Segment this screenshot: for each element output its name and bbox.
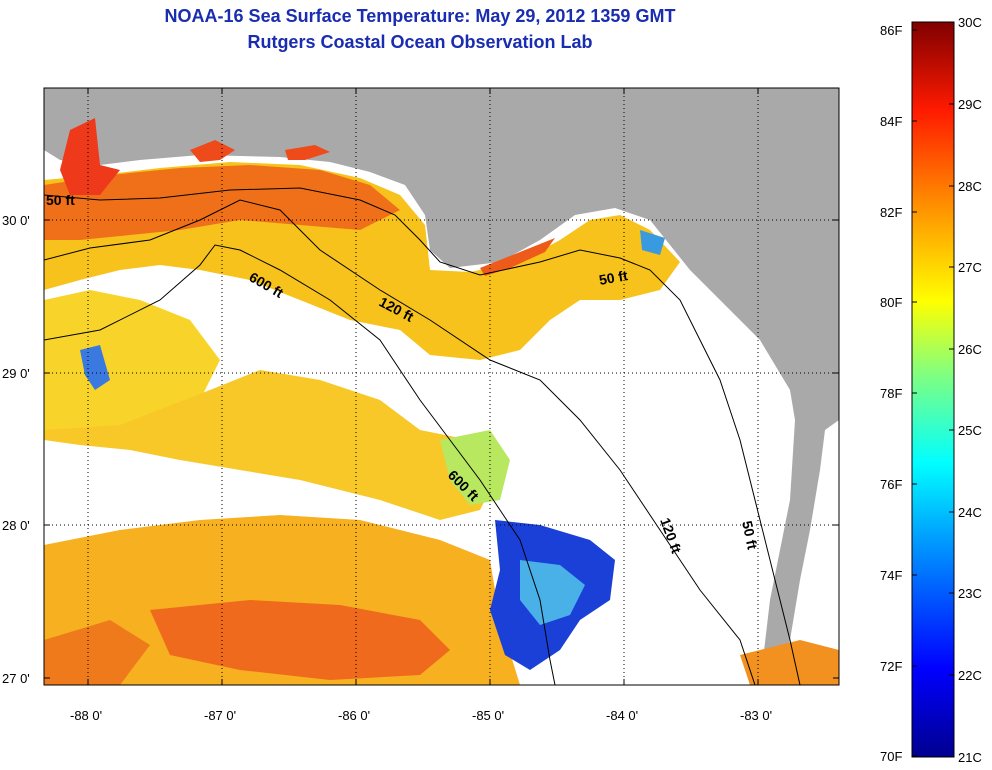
colorbar-f-label: 70F [880,749,902,764]
colorbar-c-label: 30C [958,15,982,30]
contour-label: 50 ft [598,267,629,288]
colorbar-c-label: 24C [958,505,982,520]
colorbar [911,21,955,758]
lat-label: 27 0' [2,671,30,686]
colorbar-c-label: 29C [958,97,982,112]
colorbar-c-label: 26C [958,342,982,357]
land-north [44,88,839,685]
map-frame [43,87,840,686]
colorbar-f-label: 76F [880,477,902,492]
depth-contours [44,187,801,685]
graticule [44,88,839,685]
sst-bay-2 [190,140,235,162]
lon-label: -83 0' [740,708,772,723]
sst-bay-3 [285,145,330,160]
lat-label: 29 0' [2,366,30,381]
axis-ticks [44,88,839,685]
chart-subtitle: Rutgers Coastal Ocean Observation Lab [247,32,593,52]
sst-hot-bay [60,118,120,195]
lat-label: 28 0' [2,518,30,533]
colorbar-c-label: 23C [958,586,982,601]
chart-title: NOAA-16 Sea Surface Temperature: May 29,… [164,6,676,26]
sst-green-patch [440,430,510,505]
colorbar-f-label: 84F [880,114,902,129]
lon-label: -85 0' [472,708,504,723]
lon-label: -86 0' [338,708,370,723]
lon-label: -88 0' [70,708,102,723]
colorbar-c-label: 21C [958,750,982,765]
contour-label: 50 ft [739,519,761,551]
sst-se-warm [740,640,839,685]
lon-label: -87 0' [204,708,236,723]
colorbar-f-label: 82F [880,205,902,220]
colorbar-f-label: 72F [880,659,902,674]
sst-cold-edge [520,560,585,625]
sst-blue-fleck-2 [640,230,665,255]
lat-label: 30 0' [2,213,30,228]
colorbar-f-label: 78F [880,386,902,401]
colorbar-f-label: 86F [880,23,902,38]
sst-bay-4 [480,238,555,276]
colorbar-c-label: 25C [958,423,982,438]
map-layers [44,88,839,685]
colorbar-f-label: 74F [880,568,902,583]
lon-label: -84 0' [606,708,638,723]
sst-south-hot [150,600,450,680]
contour-label: 50 ft [46,192,75,208]
colorbar-c-label: 22C [958,668,982,683]
contour-600ft [44,244,556,685]
sst-sw-hot [44,620,150,685]
colorbar-ticks [912,21,954,758]
colorbar-f-label: 80F [880,295,902,310]
colorbar-c-label: 28C [958,179,982,194]
contour-50ft-north [44,187,801,685]
sst-hot-coast [44,165,400,240]
sst-shelf-mid [44,370,500,520]
contour-120ft [44,199,756,685]
colorbar-c-label: 27C [958,260,982,275]
